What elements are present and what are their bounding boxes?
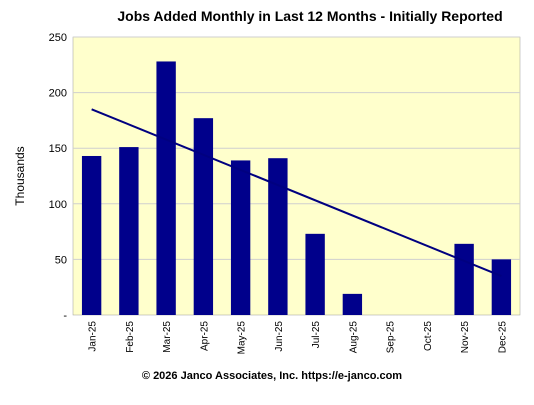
- y-tick-label: 100: [49, 199, 67, 211]
- x-tick-label: Aug-25: [348, 321, 359, 354]
- chart-title: Jobs Added Monthly in Last 12 Months - I…: [117, 8, 502, 24]
- bar: [342, 293, 363, 315]
- bar: [156, 61, 176, 315]
- plot-area: [72, 36, 521, 316]
- bar: [193, 118, 214, 316]
- y-tick-label: 150: [49, 143, 67, 155]
- bar: [268, 158, 288, 315]
- trend-line: [91, 108, 502, 278]
- x-tick-label: Jun-25: [274, 321, 285, 352]
- y-axis-ticks: - 50 100 150 200 250: [49, 32, 68, 322]
- bars: [81, 61, 512, 316]
- x-axis-ticks: Jan-25 Feb-25 Mar-25 Apr-25 May-25 Jun-25 Jul-…: [88, 321, 509, 355]
- x-tick-label: Dec-25: [497, 321, 508, 354]
- y-tick-label: 250: [49, 32, 67, 44]
- y-tick-label: -: [63, 310, 67, 322]
- x-tick-label: May-25: [237, 321, 248, 355]
- footer-copyright: © 2026 Janco Associates, Inc. https://e-…: [142, 370, 402, 382]
- x-tick-label: Nov-25: [460, 321, 471, 354]
- bar: [454, 243, 474, 315]
- grid-lines: [73, 36, 520, 260]
- x-tick-label: Sep-25: [386, 321, 397, 354]
- bar: [491, 259, 512, 315]
- bar: [305, 233, 325, 315]
- y-axis-label: Thousands: [13, 146, 27, 205]
- bar: [230, 160, 251, 315]
- x-tick-label: Apr-25: [199, 321, 210, 351]
- x-tick-label: Feb-25: [125, 321, 136, 353]
- x-tick-label: Mar-25: [162, 321, 173, 353]
- x-tick-label: Jan-25: [88, 321, 99, 352]
- bar: [81, 155, 102, 315]
- x-tick-label: Jul-25: [311, 321, 322, 349]
- bar: [119, 147, 139, 315]
- y-tick-label: 200: [49, 88, 67, 100]
- x-tick-label: Oct-25: [423, 321, 434, 351]
- y-tick-label: 50: [55, 254, 67, 266]
